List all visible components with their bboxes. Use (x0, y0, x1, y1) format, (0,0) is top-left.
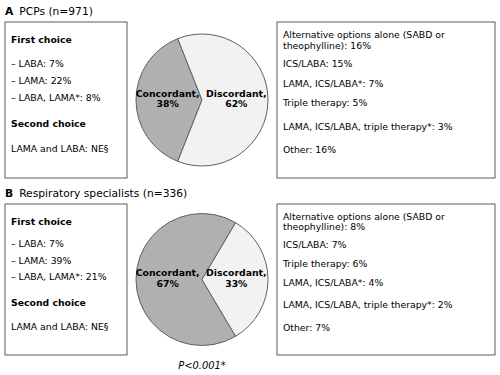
panel: B Respiratory specialists (n=336) First ch… (5, 187, 495, 371)
annotation: – LABA, LAMA*: 8% (11, 92, 101, 103)
annotation: – LAMA: 39% (11, 255, 71, 266)
annotation-line: LAMA, ICS/LABA*: 7% (283, 78, 383, 89)
annotation: Other: 7% (283, 321, 330, 332)
annotation-line: Triple therapy: 5% (282, 97, 367, 108)
data-label: Concordant,38% (136, 88, 200, 110)
annotation-line: ICS/LABA: 7% (283, 238, 347, 249)
slice-name: Discordant, (206, 88, 266, 99)
data-label: Discordant,33% (206, 267, 266, 289)
annotation: Second choice (11, 118, 86, 129)
pie-slice (178, 34, 268, 166)
figure: A PCPs (n=971) First choice – LABA: 7% – LAM… (0, 0, 500, 375)
annotation: Triple therapy: 5% (282, 97, 367, 108)
annotation: LAMA and LABA: NE§ (11, 143, 109, 154)
pie (136, 214, 268, 346)
annotation: Second choice (11, 297, 86, 308)
slice-name: Concordant, (136, 88, 200, 99)
panel: A PCPs (n=971) First choice – LABA: 7% – LAM… (5, 5, 495, 178)
title-letter: A (5, 5, 14, 18)
annotation-line: ICS/LABA: 15% (283, 58, 353, 69)
annotation: LAMA, ICS/LABA*: 4% (283, 276, 383, 287)
annotation: – LAMA: 22% (11, 75, 71, 86)
right-box (277, 204, 495, 355)
annotation: Alternative options alone (SABD ortheoph… (283, 29, 445, 51)
slice-value: 33% (225, 278, 248, 289)
pie (136, 34, 268, 166)
annotation: – LABA: 7% (11, 58, 64, 69)
annotation: LAMA, ICS/LABA, triple therapy*: 3% (283, 120, 453, 131)
annotation: Triple therapy: 6% (282, 258, 367, 269)
annotation: LAMA and LABA: NE§ (11, 321, 109, 332)
data-label: Concordant,67% (136, 267, 200, 289)
annotation: Other: 16% (283, 143, 336, 154)
title: A PCPs (n=971) (5, 5, 93, 18)
title-letter: B (5, 187, 13, 200)
annotation: First choice (11, 34, 72, 45)
annotation-line: Other: 7% (283, 321, 330, 332)
annotation: – LABA, LAMA*: 21% (11, 271, 107, 282)
annotation: – LABA: 7% (11, 238, 64, 249)
annotation-line: Triple therapy: 6% (282, 258, 367, 269)
annotation-line: theophylline): 8% (283, 221, 365, 232)
annotation-line: Other: 16% (283, 143, 336, 154)
slice-value: 62% (225, 98, 248, 109)
annotation-line: LAMA, ICS/LABA, triple therapy*: 3% (283, 120, 453, 131)
annotation: ICS/LABA: 7% (283, 238, 347, 249)
annotation-line: Alternative options alone (SABD or (283, 210, 445, 221)
slice-name: Concordant, (136, 267, 200, 278)
annotation: LAMA, ICS/LABA*: 7% (283, 78, 383, 89)
left-box (5, 22, 127, 178)
slice-value: 38% (157, 98, 180, 109)
annotation: First choice (11, 216, 72, 227)
data-label: Discordant,62% (206, 88, 266, 110)
annotation-line: LAMA, ICS/LABA*: 4% (283, 276, 383, 287)
annotation-line: Alternative options alone (SABD or (283, 29, 445, 40)
title: B Respiratory specialists (n=336) (5, 187, 187, 200)
slice-name: Discordant, (206, 267, 266, 278)
annotation-line: LAMA, ICS/LABA, triple therapy*: 2% (283, 299, 453, 310)
p-value: P<0.001* (178, 360, 225, 371)
annotation: Alternative options alone (SABD ortheoph… (283, 210, 445, 232)
annotation: ICS/LABA: 15% (283, 58, 353, 69)
subtitle: PCPs (n=971) (19, 5, 93, 18)
pie-slice (202, 223, 268, 337)
right-box (277, 22, 495, 178)
left-box (5, 204, 127, 355)
annotation-line: theophylline): 16% (283, 40, 371, 51)
subtitle: Respiratory specialists (n=336) (19, 187, 187, 200)
slice-value: 67% (157, 278, 180, 289)
annotation: LAMA, ICS/LABA, triple therapy*: 2% (283, 299, 453, 310)
